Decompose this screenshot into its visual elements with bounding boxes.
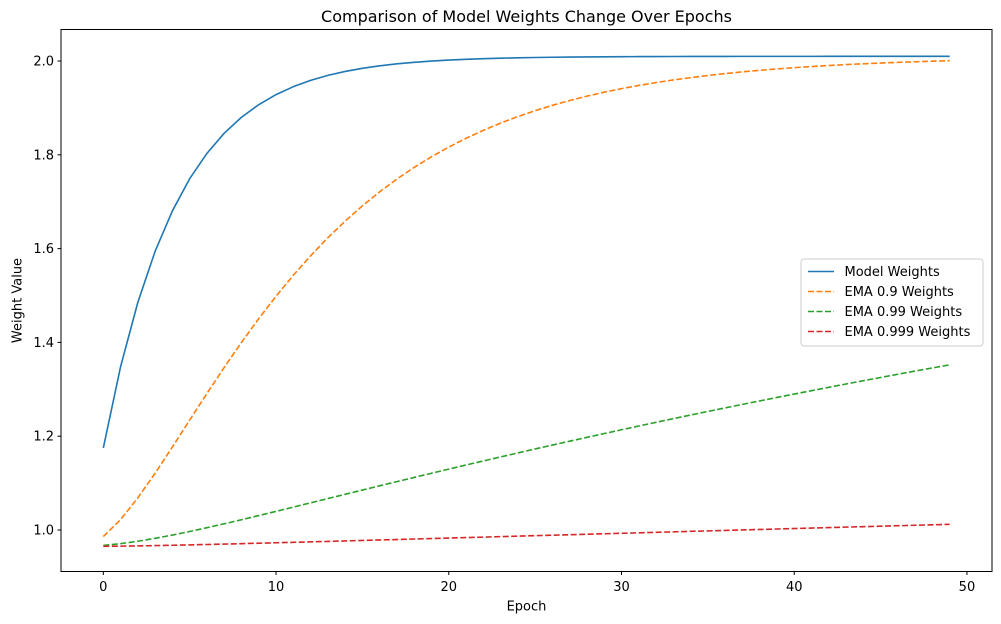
legend-label: EMA 0.999 Weights bbox=[845, 325, 971, 340]
legend: Model Weights EMA 0.9 Weights EMA 0.99 Wei… bbox=[800, 258, 984, 347]
x-tick-label: 50 bbox=[959, 580, 976, 595]
x-tick-label: 40 bbox=[786, 580, 803, 595]
y-tick-label: 1.2 bbox=[33, 430, 54, 445]
legend-entry: EMA 0.99 Weights bbox=[808, 305, 962, 320]
series-line-ema-0-99-weights bbox=[103, 364, 950, 547]
legend-label: EMA 0.9 Weights bbox=[845, 285, 955, 300]
y-tick-label: 1.8 bbox=[33, 148, 54, 163]
y-tick-label: 1.0 bbox=[33, 523, 54, 538]
x-tick-label: 30 bbox=[613, 580, 630, 595]
y-tick-label: 2.0 bbox=[33, 55, 54, 70]
series-line-model-weights bbox=[102, 55, 950, 449]
legend-entry: Model Weights bbox=[808, 265, 940, 280]
plot-border bbox=[60, 29, 993, 572]
legend-entry: EMA 0.999 Weights bbox=[808, 325, 971, 340]
x-axis-label: Epoch bbox=[507, 600, 547, 615]
x-tick-label: 10 bbox=[268, 580, 285, 595]
y-tick-label: 1.4 bbox=[33, 336, 54, 351]
axes-layer: 0 10 20 30 40 50 1.0 1.2 1.4 1.6 1.8 2.0 bbox=[33, 29, 993, 595]
y-axis-label: Weight Value bbox=[11, 258, 26, 343]
y-tick-label: 1.6 bbox=[33, 242, 54, 257]
legend-label: Model Weights bbox=[845, 265, 940, 280]
legend-entry: EMA 0.9 Weights bbox=[808, 285, 954, 300]
x-tick-label: 20 bbox=[440, 580, 457, 595]
legend-label: EMA 0.99 Weights bbox=[845, 305, 963, 320]
x-tick-label: 0 bbox=[99, 580, 107, 595]
chart-title: Comparison of Model Weights Change Over … bbox=[321, 7, 732, 26]
series-line-ema-0-9-weights bbox=[102, 59, 950, 538]
series-layer bbox=[102, 55, 950, 548]
legend-frame bbox=[800, 258, 984, 347]
series-line-ema-0-999-weights bbox=[103, 523, 950, 548]
